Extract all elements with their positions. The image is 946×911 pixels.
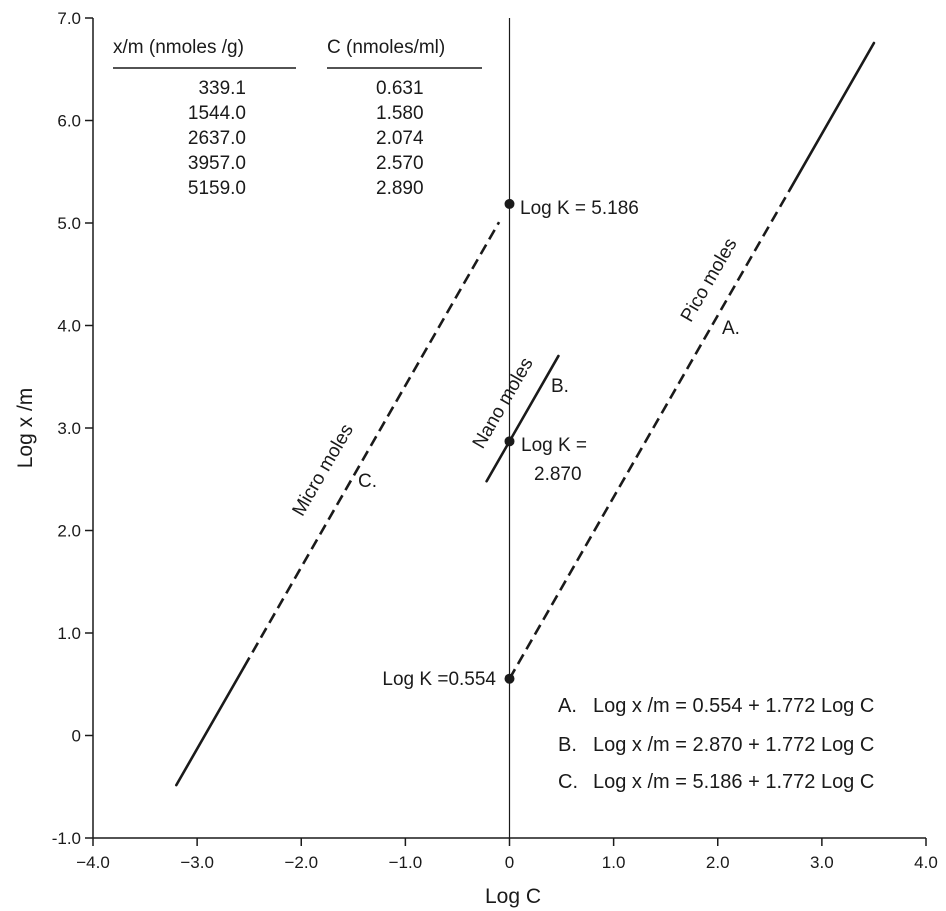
- table-header-c: C (nmoles/ml): [327, 37, 445, 58]
- logk-label-b-line1: Log K =: [521, 435, 587, 456]
- data-table: x/m (nmoles /g) C (nmoles/ml) 339.1 0.63…: [113, 37, 482, 199]
- equation-a: Log x /m = 0.554 + 1.772 Log C: [593, 695, 874, 717]
- x-tick-label: −3.0: [180, 853, 214, 872]
- table-cell: 339.1: [198, 78, 246, 99]
- series-a-letter: A.: [722, 318, 740, 339]
- series-c-name: Micro moles: [289, 421, 358, 520]
- x-tick-label: −1.0: [389, 853, 423, 872]
- x-axis-title: Log C: [485, 885, 541, 908]
- y-tick-label: 6.0: [57, 112, 81, 131]
- table-cell: 1544.0: [188, 103, 246, 124]
- equation-letter-a: A.: [558, 695, 577, 717]
- series-c-solid-line: [175, 665, 246, 787]
- table-cell: 2.074: [376, 128, 424, 149]
- series-b-solid-line: [485, 354, 560, 483]
- x-tick-label: 4.0: [914, 853, 938, 872]
- y-ticks: -1.0 0 1.0 2.0 3.0 4.0 5.0 6.0 7.0: [52, 9, 93, 848]
- table-cell: 2.890: [376, 178, 424, 199]
- series-a-solid-line: [789, 41, 876, 190]
- y-tick-label: 1.0: [57, 624, 81, 643]
- table-cell: 1.580: [376, 103, 424, 124]
- y-tick-label: 7.0: [57, 9, 81, 28]
- intercept-point: [504, 436, 515, 447]
- y-tick-label: 4.0: [57, 317, 81, 336]
- table-cell: 3957.0: [188, 153, 246, 174]
- x-tick-label: −2.0: [284, 853, 318, 872]
- y-tick-label: 2.0: [57, 522, 81, 541]
- axes: −4.0 −3.0 −2.0 −1.0 0 1.0 2.0 3.0 4.0 -1.0 0 1.0 2.…: [14, 9, 938, 908]
- table-cell: 5159.0: [188, 178, 246, 199]
- equation-letter-c: C.: [558, 771, 578, 793]
- y-tick-label: 5.0: [57, 214, 81, 233]
- intercept-point: [504, 673, 515, 684]
- y-tick-label: 3.0: [57, 419, 81, 438]
- series-lines: [175, 41, 876, 787]
- y-axis-title: Log x /m: [14, 388, 37, 469]
- equation-c: Log x /m = 5.186 + 1.772 Log C: [593, 771, 874, 793]
- x-tick-label: 2.0: [706, 853, 730, 872]
- equations: A. Log x /m = 0.554 + 1.772 Log C B. Log…: [558, 695, 874, 793]
- table-cell: 0.631: [376, 78, 424, 99]
- series-c-dashed-line: [242, 221, 501, 668]
- series-a-dashed-line: [508, 187, 792, 680]
- intercept-point: [504, 198, 515, 209]
- x-tick-label: 3.0: [810, 853, 834, 872]
- x-tick-label: 0: [505, 853, 514, 872]
- x-ticks: −4.0 −3.0 −2.0 −1.0 0 1.0 2.0 3.0 4.0: [76, 838, 938, 872]
- logk-label-c: Log K = 5.186: [520, 198, 639, 219]
- table-cell: 2.570: [376, 153, 424, 174]
- series-b-letter: B.: [551, 376, 569, 397]
- y-tick-label: -1.0: [52, 829, 81, 848]
- table-cell: 2637.0: [188, 128, 246, 149]
- table-header-xm: x/m (nmoles /g): [113, 37, 244, 58]
- x-tick-label: 1.0: [602, 853, 626, 872]
- logk-label-b-line2: 2.870: [534, 464, 582, 485]
- equation-b: Log x /m = 2.870 + 1.772 Log C: [593, 734, 874, 756]
- intercept-points: [504, 198, 515, 684]
- y-tick-label: 0: [72, 727, 81, 746]
- series-a-name: Pico moles: [677, 235, 742, 326]
- series-c-letter: C.: [358, 471, 377, 492]
- equation-letter-b: B.: [558, 734, 577, 756]
- x-tick-label: −4.0: [76, 853, 110, 872]
- logk-label-a: Log K =0.554: [382, 669, 496, 690]
